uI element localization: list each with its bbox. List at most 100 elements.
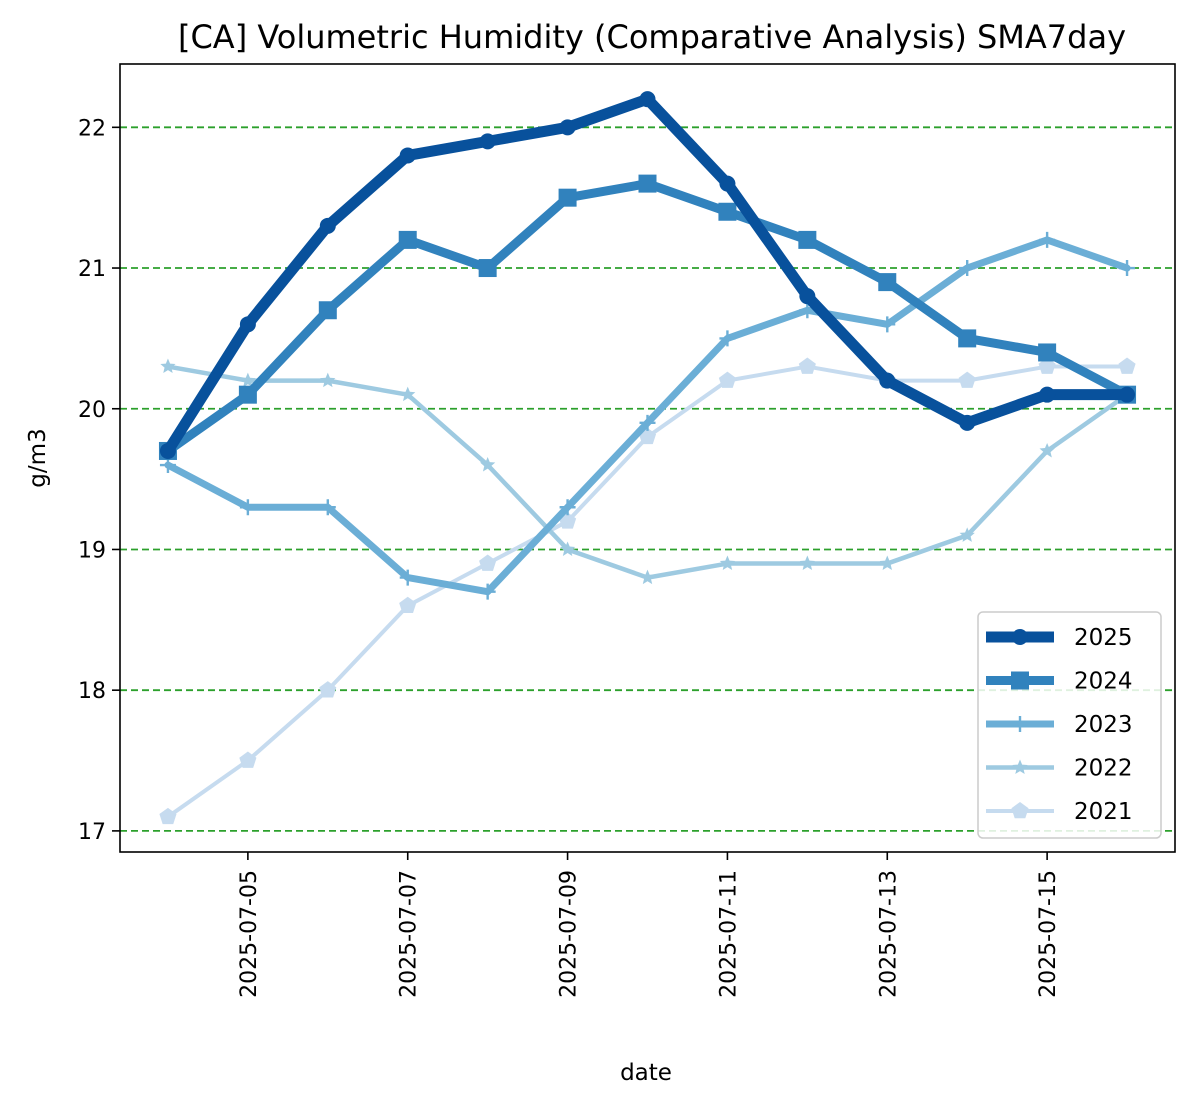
- data-point-2022: [320, 372, 336, 388]
- data-point-2022: [639, 569, 656, 585]
- data-point-2022: [879, 555, 895, 571]
- legend-swatch-marker: [1011, 671, 1029, 690]
- data-point-2024: [398, 230, 417, 249]
- data-point-2025: [1119, 386, 1136, 403]
- legend-swatch-marker: [1012, 716, 1028, 732]
- data-point-2024: [718, 202, 737, 221]
- y-tick-label: 22: [78, 116, 106, 141]
- x-tick-label: 2025-07-05: [237, 870, 262, 998]
- x-tick-label: 2025-07-15: [1036, 870, 1061, 998]
- data-point-2021: [479, 554, 497, 571]
- y-tick-label: 21: [78, 257, 106, 282]
- x-axis-label: date: [620, 1060, 672, 1086]
- legend-entry: 2025: [986, 625, 1133, 651]
- data-point-2021: [399, 596, 417, 614]
- y-tick-label: 19: [78, 538, 106, 563]
- data-point-2023: [1039, 231, 1056, 248]
- data-point-2025: [319, 217, 336, 234]
- data-point-2022: [480, 457, 496, 472]
- data-point-2023: [879, 316, 896, 333]
- series-line-2025: [162, 93, 1133, 457]
- legend-label: 2021: [1074, 799, 1133, 825]
- data-point-2021: [1038, 357, 1056, 374]
- data-point-2021: [159, 807, 177, 825]
- data-point-2023: [399, 569, 416, 586]
- data-point-2025: [879, 372, 896, 389]
- series-layer: [158, 91, 1137, 825]
- data-point-2022: [160, 358, 176, 374]
- data-point-2025: [799, 288, 816, 305]
- legend-entry: 2024: [986, 669, 1133, 695]
- plot-frame: [119, 63, 1176, 853]
- legend-swatch-marker: [1012, 629, 1028, 645]
- y-tick-label: 17: [78, 820, 106, 845]
- data-point-2024: [878, 273, 897, 292]
- data-point-2022: [240, 372, 256, 388]
- data-point-2022: [719, 555, 736, 571]
- data-point-2023: [959, 260, 976, 277]
- chart-title: [CA] Volumetric Humidity (Comparative An…: [178, 18, 1126, 56]
- data-point-2022: [799, 555, 815, 571]
- data-point-2025: [559, 119, 576, 136]
- data-point-2021: [239, 751, 257, 768]
- legend: 2025 2024 2023 2022 2021: [977, 611, 1162, 839]
- legend-entry: 2023: [986, 712, 1133, 738]
- data-point-2023: [1119, 260, 1136, 277]
- legend-label: 2023: [1074, 712, 1133, 738]
- series-2025: [159, 91, 1136, 459]
- legend-entry: 2021: [986, 799, 1133, 825]
- data-point-2025: [959, 414, 976, 431]
- data-point-2023: [239, 499, 256, 516]
- legend-swatch-marker: [1011, 802, 1029, 819]
- data-point-2021: [958, 371, 976, 388]
- x-tick-label: 2025-07-09: [557, 870, 582, 998]
- data-point-2025: [1039, 386, 1056, 403]
- data-point-2024: [238, 385, 257, 404]
- legend-label: 2024: [1074, 669, 1133, 695]
- data-point-2023: [799, 302, 816, 319]
- data-point-2025: [159, 442, 176, 459]
- data-point-2025: [399, 147, 416, 164]
- data-point-2025: [639, 91, 656, 108]
- y-tick-label: 20: [78, 398, 106, 423]
- data-point-2024: [798, 230, 817, 249]
- y-tick-label: 18: [78, 679, 106, 704]
- data-point-2021: [718, 371, 736, 388]
- data-point-2021: [798, 357, 816, 374]
- legend-box: [977, 611, 1162, 839]
- data-point-2023: [639, 414, 656, 431]
- x-tick-label: 2025-07-07: [397, 870, 422, 998]
- y-axis-label: g/m3: [25, 428, 51, 487]
- series-line-2022: [165, 364, 1130, 580]
- series-2022: [160, 358, 1135, 585]
- data-point-2025: [239, 316, 256, 333]
- legend-label: 2022: [1074, 756, 1133, 782]
- series-2024: [158, 174, 1137, 460]
- data-point-2024: [638, 174, 657, 193]
- legend-entry: 2022: [986, 756, 1133, 782]
- data-point-2022: [559, 541, 576, 556]
- data-point-2023: [479, 583, 496, 600]
- legend-swatch-marker: [1012, 759, 1028, 774]
- data-point-2025: [719, 175, 736, 192]
- data-point-2022: [959, 527, 975, 542]
- x-tick-label: 2025-07-13: [876, 870, 901, 998]
- axes: 17 18 19 20 21 22 2025-07-05 2025-07-07 2025-07-…: [78, 116, 1061, 998]
- data-point-2024: [958, 329, 977, 348]
- data-point-2022: [400, 386, 416, 402]
- data-point-2023: [719, 330, 736, 347]
- data-point-2021: [1118, 357, 1136, 374]
- data-point-2024: [478, 259, 497, 278]
- legend-label: 2025: [1074, 625, 1133, 651]
- x-tick-label: 2025-07-11: [716, 870, 741, 998]
- series-line-2024: [163, 179, 1132, 456]
- data-point-2021: [319, 681, 337, 698]
- data-point-2023: [319, 499, 336, 516]
- data-point-2023: [559, 499, 576, 516]
- data-point-2024: [318, 301, 337, 320]
- data-point-2024: [1038, 343, 1057, 362]
- data-point-2022: [1039, 442, 1055, 458]
- data-point-2025: [479, 133, 496, 150]
- data-point-2024: [558, 188, 577, 207]
